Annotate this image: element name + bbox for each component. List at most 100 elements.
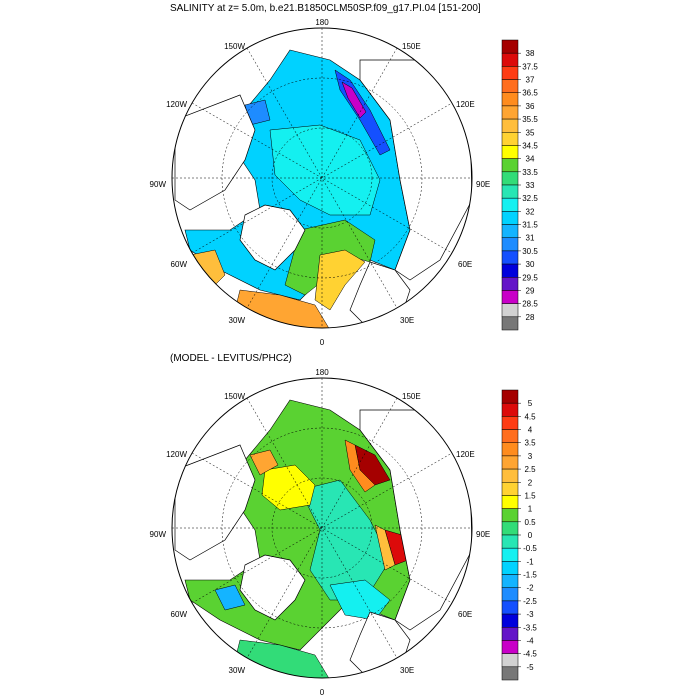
salinity-colorbar: 38 37.5 37 36.5 36 35.5 35 34.5 34 33.5 33 32.5 32 31… [501,39,538,331]
colorbar-swatch [501,52,519,67]
diff-lon-label-150e: 150E [402,392,421,401]
diff-kara-orange [344,439,376,493]
colorbar-tick-label: 4 [528,426,533,435]
colorbar-tick-label: -4.5 [523,650,537,659]
diff-beaufort-orange [249,449,279,476]
colorbar-tick-label: 4.5 [524,412,536,421]
colorbar-tick-label: -0.5 [523,544,537,553]
diff-lon-label-120e: 120E [456,450,475,459]
colorbar-tick-label: 32 [526,207,535,216]
diff-lon-label-120w: 120W [166,450,187,459]
diff-lon-label-150w: 150W [224,392,245,401]
colorbar-tick-label: 28.5 [522,300,538,309]
colorbar-swatch [501,402,519,417]
colorbar-swatch [501,224,519,238]
ocean-laptev-low [341,81,367,119]
colorbar-tick-label: 30.5 [522,247,538,256]
colorbar-tick-label: 30 [526,260,535,269]
colorbar-tick-label: 5 [528,399,533,408]
land-north-america [174,94,256,211]
colorbar-swatch [501,442,519,457]
colorbar-tick-label: 33 [526,181,535,190]
colorbar-swatch [501,600,519,615]
lon-label-90e: 90E [476,180,490,189]
diff-labrador [214,584,246,611]
difference-colorbar: 5 4.5 4 3.5 3 2.5 2 1.5 1 0.5 0 -0.5 -1 -1.5 -2 -2.5 -3 -… [501,389,537,681]
colorbar-swatch [501,105,519,120]
colorbar-swatch [501,250,519,265]
colorbar-tick-label: 2 [528,478,533,487]
diff-lon-label-60e: 60E [458,610,472,619]
lon-label-60e: 60E [458,260,472,269]
lon-label-30w: 30W [229,316,246,325]
colorbar-swatch [501,429,519,443]
greenland [239,204,306,271]
ocean-norwegian [314,249,366,311]
colorbar-swatch [501,574,519,588]
salinity-map [172,28,472,328]
colorbar-tick-label: 0.5 [524,518,536,527]
colorbar-tick-label: 35.5 [522,115,538,124]
colorbar-swatch [501,587,519,602]
diff-lon-label-30w: 30W [229,666,246,675]
difference-map [172,378,472,678]
diff-greenland [239,554,306,621]
colorbar-swatch [501,303,519,318]
colorbar-swatch [501,184,519,199]
diff-lon-label-180: 180 [315,368,329,377]
colorbar-swatch [501,534,519,549]
colorbar-swatch [501,171,519,186]
colorbar-tick-label: -2 [526,584,534,593]
colorbar-tick-label: 29.5 [522,273,538,282]
diff-graticule [172,378,472,678]
colorbar-swatch [501,508,519,523]
lon-label-150e: 150E [402,42,421,51]
diff-ocean-barents [329,579,391,621]
colorbar-tick-label: -3.5 [523,623,537,632]
colorbar-swatch [501,482,519,496]
diff-beaufort-high [261,464,316,511]
lon-label-120w: 120W [166,100,187,109]
lon-label-180: 180 [315,18,329,27]
colorbar-swatch [501,66,519,80]
colorbar-tick-label: 36.5 [522,89,538,98]
colorbar-tick-label: 34 [526,155,535,164]
colorbar-tick-label: 29 [526,286,535,295]
colorbar-swatch [501,92,519,107]
colorbar-tick-label: 37.5 [522,62,538,71]
colorbar-swatch [501,521,519,536]
diff-lon-label-90w: 90W [150,530,167,539]
colorbar-swatch [501,277,519,291]
colorbar-swatch [501,416,519,430]
colorbar-swatch [501,653,519,668]
difference-title: (MODEL - LEVITUS/PHC2) [170,353,292,364]
colorbar-tick-label: 37 [526,76,535,85]
colorbar-swatch [501,468,519,483]
colorbar-tick-label: 2.5 [524,465,536,474]
colorbar-swatch [501,316,519,331]
difference-panel: (MODEL - LEVITUS/PHC2) [150,353,538,697]
diff-land-north-america [174,444,256,561]
colorbar-swatch [501,263,519,278]
colorbar-swatch [501,455,519,470]
colorbar-tick-label: 0 [528,531,533,540]
colorbar-tick-label: -3 [526,610,534,619]
lon-label-90w: 90W [150,180,167,189]
colorbar-swatch [501,158,519,173]
colorbar-swatch [501,145,519,159]
colorbar-tick-label: -4 [526,636,534,645]
colorbar-tick-label: 38 [526,49,535,58]
colorbar-swatch [501,290,519,304]
colorbar-swatch [501,640,519,654]
diff-lon-label-90e: 90E [476,530,490,539]
colorbar-swatch [501,613,519,628]
difference-map-border [171,377,473,679]
salinity-map-border [171,27,473,329]
colorbar-swatch [501,132,519,146]
diff-east-orange [374,524,396,571]
lon-label-120e: 120E [456,100,475,109]
colorbar-swatch [501,79,519,93]
diff-lon-label-60w: 60W [171,610,188,619]
colorbar-tick-label: 3.5 [524,439,536,448]
